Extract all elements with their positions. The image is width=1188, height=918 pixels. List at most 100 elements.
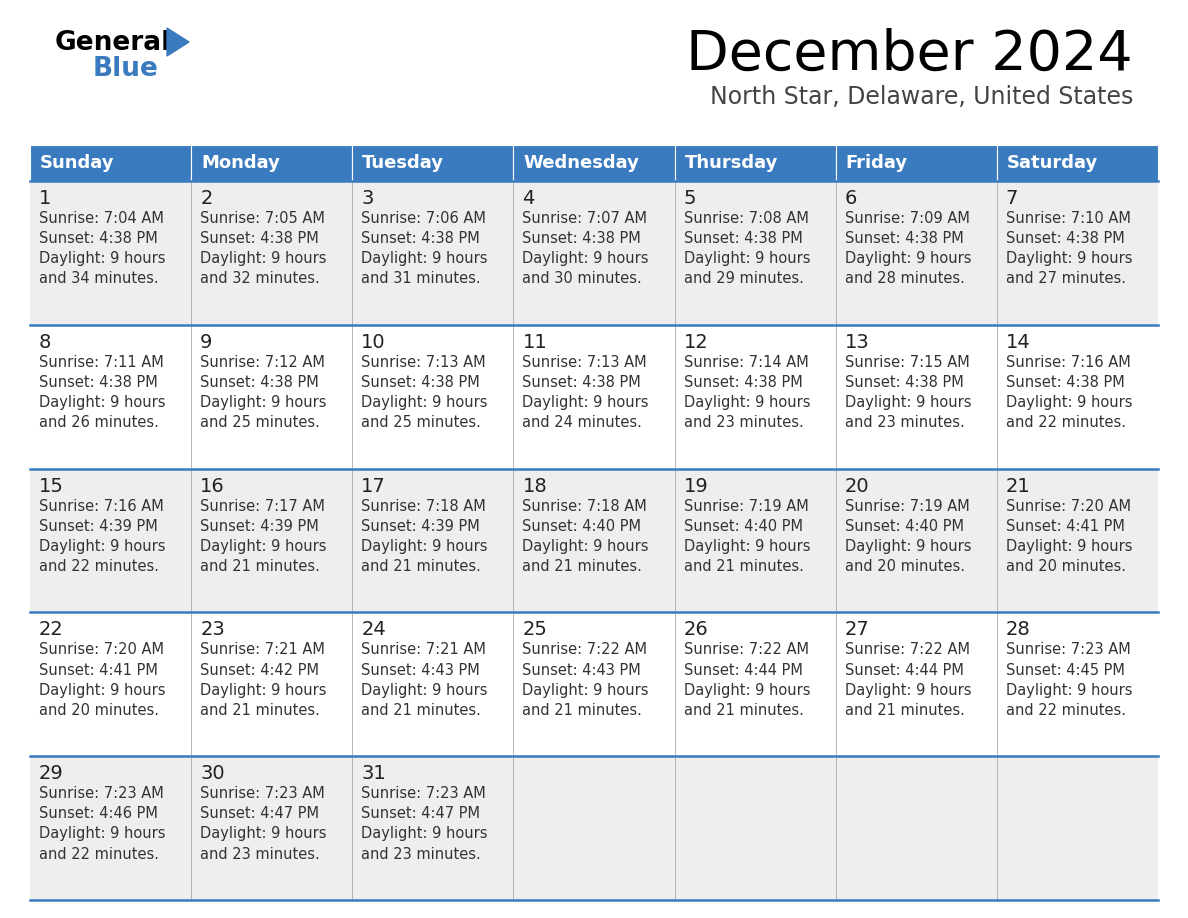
Text: 7: 7 <box>1006 189 1018 208</box>
Text: Friday: Friday <box>846 154 908 172</box>
Text: Daylight: 9 hours: Daylight: 9 hours <box>39 395 165 410</box>
Text: Daylight: 9 hours: Daylight: 9 hours <box>361 826 488 842</box>
Text: Sunset: 4:38 PM: Sunset: 4:38 PM <box>523 231 642 246</box>
Text: Sunrise: 7:15 AM: Sunrise: 7:15 AM <box>845 354 969 370</box>
Text: Sunrise: 7:08 AM: Sunrise: 7:08 AM <box>683 211 809 226</box>
Text: 8: 8 <box>39 333 51 352</box>
Text: Sunrise: 7:22 AM: Sunrise: 7:22 AM <box>845 643 969 657</box>
Text: and 22 minutes.: and 22 minutes. <box>39 846 159 862</box>
Bar <box>30 145 191 181</box>
Text: Daylight: 9 hours: Daylight: 9 hours <box>523 539 649 554</box>
Text: Daylight: 9 hours: Daylight: 9 hours <box>683 683 810 698</box>
Text: Sunset: 4:39 PM: Sunset: 4:39 PM <box>39 519 158 533</box>
Text: and 21 minutes.: and 21 minutes. <box>523 559 643 574</box>
Text: Sunset: 4:44 PM: Sunset: 4:44 PM <box>845 663 963 677</box>
Text: Sunrise: 7:21 AM: Sunrise: 7:21 AM <box>200 643 326 657</box>
Text: Daylight: 9 hours: Daylight: 9 hours <box>523 252 649 266</box>
Text: Sunset: 4:47 PM: Sunset: 4:47 PM <box>200 806 320 822</box>
Text: 27: 27 <box>845 621 870 640</box>
Text: Sunrise: 7:19 AM: Sunrise: 7:19 AM <box>845 498 969 513</box>
Text: 11: 11 <box>523 333 548 352</box>
Text: Sunrise: 7:22 AM: Sunrise: 7:22 AM <box>683 643 809 657</box>
Polygon shape <box>168 28 189 56</box>
Text: Sunset: 4:40 PM: Sunset: 4:40 PM <box>845 519 963 533</box>
Text: 25: 25 <box>523 621 548 640</box>
Text: 9: 9 <box>200 333 213 352</box>
Text: Monday: Monday <box>201 154 280 172</box>
Text: Sunday: Sunday <box>40 154 114 172</box>
Text: and 21 minutes.: and 21 minutes. <box>200 703 320 718</box>
Text: and 23 minutes.: and 23 minutes. <box>200 846 320 862</box>
Text: Tuesday: Tuesday <box>362 154 444 172</box>
Text: 26: 26 <box>683 621 708 640</box>
Bar <box>30 181 1158 325</box>
Text: and 32 minutes.: and 32 minutes. <box>200 272 320 286</box>
Text: and 34 minutes.: and 34 minutes. <box>39 272 159 286</box>
Text: Sunset: 4:38 PM: Sunset: 4:38 PM <box>39 375 158 390</box>
Text: and 21 minutes.: and 21 minutes. <box>361 703 481 718</box>
Text: Daylight: 9 hours: Daylight: 9 hours <box>523 395 649 410</box>
Text: Sunrise: 7:16 AM: Sunrise: 7:16 AM <box>1006 354 1131 370</box>
Text: Daylight: 9 hours: Daylight: 9 hours <box>845 539 972 554</box>
Text: Sunset: 4:41 PM: Sunset: 4:41 PM <box>39 663 158 677</box>
Bar <box>30 468 1158 612</box>
Text: Daylight: 9 hours: Daylight: 9 hours <box>683 252 810 266</box>
Text: 17: 17 <box>361 476 386 496</box>
Text: General: General <box>55 30 171 56</box>
Text: Sunset: 4:38 PM: Sunset: 4:38 PM <box>39 231 158 246</box>
Text: Sunrise: 7:05 AM: Sunrise: 7:05 AM <box>200 211 326 226</box>
Text: Wednesday: Wednesday <box>524 154 639 172</box>
Text: Sunset: 4:40 PM: Sunset: 4:40 PM <box>523 519 642 533</box>
Bar <box>353 145 513 181</box>
Text: Daylight: 9 hours: Daylight: 9 hours <box>39 252 165 266</box>
Text: 16: 16 <box>200 476 225 496</box>
Text: 15: 15 <box>39 476 64 496</box>
Text: and 23 minutes.: and 23 minutes. <box>845 415 965 431</box>
Text: December 2024: December 2024 <box>687 28 1133 82</box>
Text: Daylight: 9 hours: Daylight: 9 hours <box>200 826 327 842</box>
Text: Daylight: 9 hours: Daylight: 9 hours <box>1006 683 1132 698</box>
Text: and 29 minutes.: and 29 minutes. <box>683 272 803 286</box>
Text: Sunrise: 7:20 AM: Sunrise: 7:20 AM <box>39 643 164 657</box>
Text: Sunset: 4:38 PM: Sunset: 4:38 PM <box>200 375 318 390</box>
Text: Daylight: 9 hours: Daylight: 9 hours <box>683 539 810 554</box>
Bar <box>675 145 835 181</box>
Text: and 20 minutes.: and 20 minutes. <box>39 703 159 718</box>
Text: 10: 10 <box>361 333 386 352</box>
Text: 2: 2 <box>200 189 213 208</box>
Text: Sunrise: 7:17 AM: Sunrise: 7:17 AM <box>200 498 326 513</box>
Text: Daylight: 9 hours: Daylight: 9 hours <box>523 683 649 698</box>
Text: Sunrise: 7:23 AM: Sunrise: 7:23 AM <box>200 786 324 801</box>
Text: Daylight: 9 hours: Daylight: 9 hours <box>361 683 488 698</box>
Text: Sunrise: 7:18 AM: Sunrise: 7:18 AM <box>361 498 486 513</box>
Text: and 25 minutes.: and 25 minutes. <box>361 415 481 431</box>
Text: Daylight: 9 hours: Daylight: 9 hours <box>1006 539 1132 554</box>
Text: Daylight: 9 hours: Daylight: 9 hours <box>361 252 488 266</box>
Text: 18: 18 <box>523 476 548 496</box>
Bar <box>997 145 1158 181</box>
Text: 31: 31 <box>361 764 386 783</box>
Text: and 20 minutes.: and 20 minutes. <box>1006 559 1126 574</box>
Text: Sunset: 4:38 PM: Sunset: 4:38 PM <box>683 375 802 390</box>
Text: Sunrise: 7:13 AM: Sunrise: 7:13 AM <box>361 354 486 370</box>
Text: 23: 23 <box>200 621 225 640</box>
Text: Daylight: 9 hours: Daylight: 9 hours <box>683 395 810 410</box>
Text: Thursday: Thursday <box>684 154 778 172</box>
Text: Daylight: 9 hours: Daylight: 9 hours <box>200 539 327 554</box>
Text: and 22 minutes.: and 22 minutes. <box>1006 703 1126 718</box>
Text: Sunrise: 7:10 AM: Sunrise: 7:10 AM <box>1006 211 1131 226</box>
Text: Daylight: 9 hours: Daylight: 9 hours <box>845 395 972 410</box>
Text: 22: 22 <box>39 621 64 640</box>
Text: 21: 21 <box>1006 476 1031 496</box>
Text: Sunset: 4:38 PM: Sunset: 4:38 PM <box>1006 231 1125 246</box>
Text: and 22 minutes.: and 22 minutes. <box>1006 415 1126 431</box>
Text: and 21 minutes.: and 21 minutes. <box>200 559 320 574</box>
Text: Sunrise: 7:14 AM: Sunrise: 7:14 AM <box>683 354 808 370</box>
Bar <box>30 756 1158 900</box>
Text: Sunrise: 7:11 AM: Sunrise: 7:11 AM <box>39 354 164 370</box>
Text: and 27 minutes.: and 27 minutes. <box>1006 272 1126 286</box>
Text: 29: 29 <box>39 764 64 783</box>
Text: 4: 4 <box>523 189 535 208</box>
Text: and 21 minutes.: and 21 minutes. <box>523 703 643 718</box>
Text: and 30 minutes.: and 30 minutes. <box>523 272 643 286</box>
